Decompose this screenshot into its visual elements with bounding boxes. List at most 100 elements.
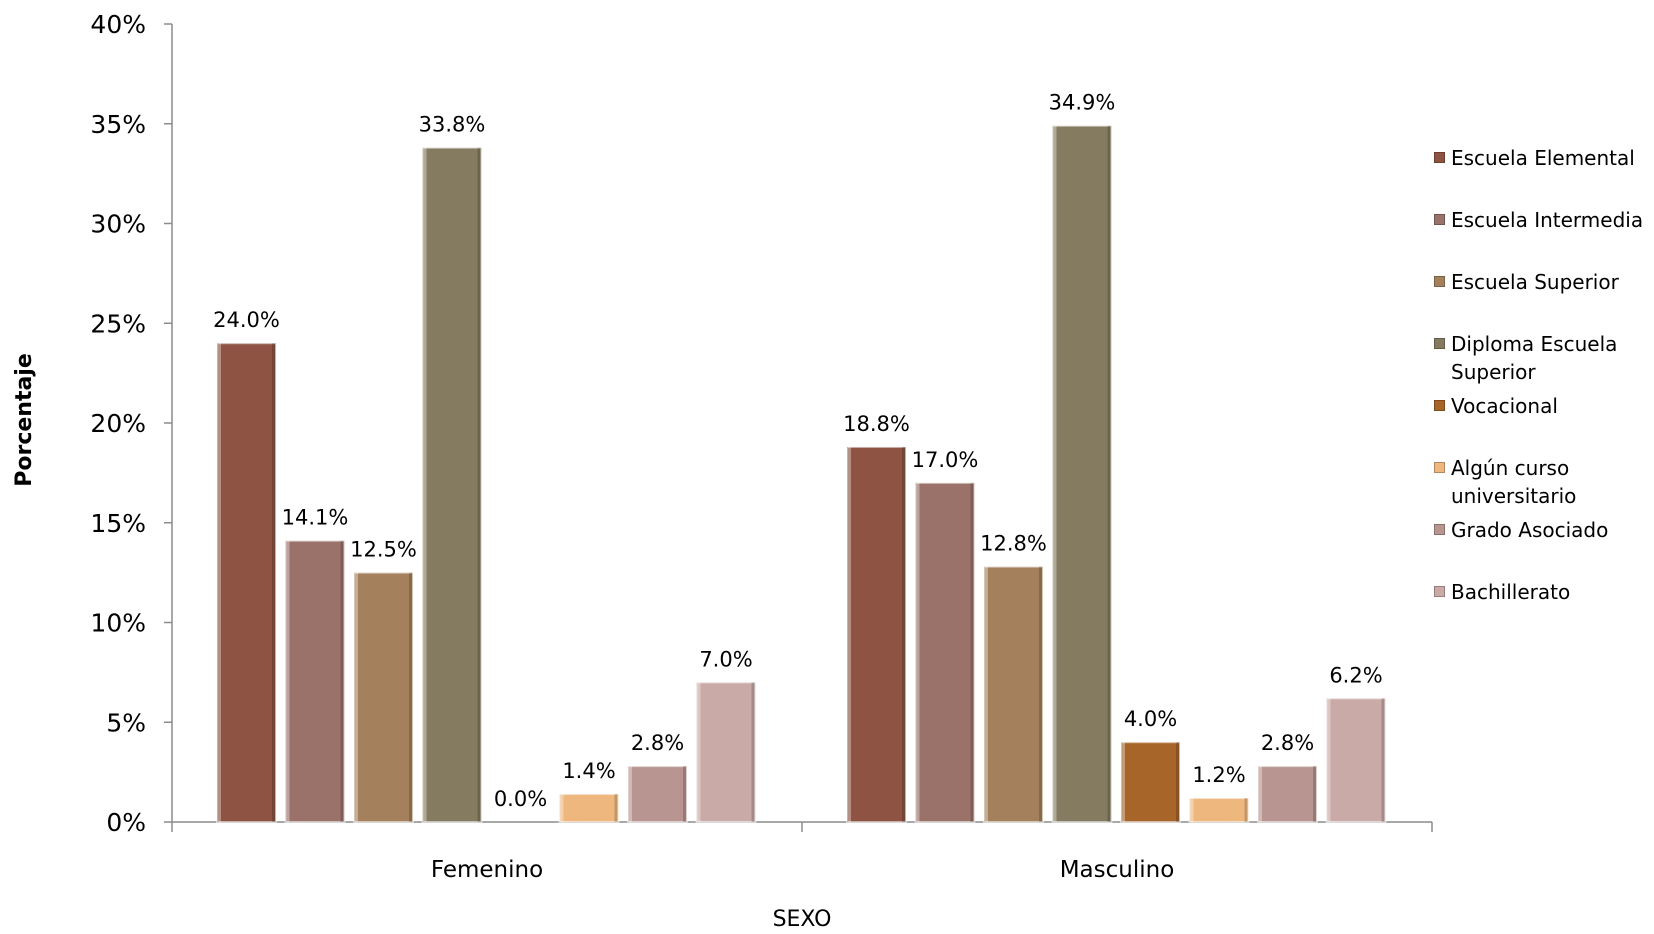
legend-label: Escuela Intermedia bbox=[1451, 208, 1644, 232]
bar-body bbox=[846, 445, 907, 823]
legend-label: Vocacional bbox=[1451, 394, 1558, 418]
legend-swatch bbox=[1434, 400, 1445, 411]
bar-shade bbox=[1244, 798, 1248, 822]
bar-highlight bbox=[697, 682, 701, 822]
data-label: 0.0% bbox=[494, 787, 547, 811]
x-category-label: Femenino bbox=[431, 857, 543, 883]
data-label: 14.1% bbox=[282, 506, 349, 530]
y-tick-label: 30% bbox=[90, 210, 146, 239]
bar-body bbox=[421, 146, 483, 823]
y-axis-title: Porcentaje bbox=[12, 353, 37, 487]
x-axis-title: SEXO bbox=[773, 907, 832, 932]
bar-body bbox=[1325, 697, 1387, 823]
bar bbox=[983, 565, 1044, 824]
legend-swatch bbox=[1434, 462, 1445, 473]
bar-highlight bbox=[1053, 125, 1057, 823]
legend-swatch bbox=[1434, 276, 1445, 287]
bar-shade bbox=[409, 572, 412, 822]
legend-label: Algún curso universitario bbox=[1451, 456, 1577, 508]
bar-body bbox=[284, 539, 346, 824]
y-tick-label: 10% bbox=[90, 609, 146, 638]
bar bbox=[353, 571, 414, 823]
x-category-label: Masculino bbox=[1060, 857, 1175, 883]
data-label: 18.8% bbox=[843, 412, 910, 436]
bars bbox=[216, 124, 1387, 824]
bar-highlight bbox=[1122, 742, 1125, 822]
bar-shade bbox=[1039, 566, 1042, 822]
legend-label: Grado Asociado bbox=[1451, 518, 1609, 542]
bar-shade bbox=[1381, 698, 1385, 822]
data-label: 2.8% bbox=[631, 731, 684, 755]
bar-highlight bbox=[286, 540, 290, 822]
bar-highlight bbox=[1259, 766, 1262, 822]
bar-highlight bbox=[560, 794, 564, 822]
legend-item: Bachillerato bbox=[1434, 578, 1651, 606]
bar bbox=[558, 793, 620, 824]
legend-label: Escuela Superior bbox=[1451, 270, 1619, 294]
legend-label: Diploma Escuela Superior bbox=[1451, 332, 1618, 384]
legend-item: Diploma Escuela Superior bbox=[1434, 330, 1651, 386]
bar-shade bbox=[272, 343, 275, 822]
legend-swatch bbox=[1434, 214, 1445, 225]
y-tick-label: 15% bbox=[90, 509, 146, 538]
bar-highlight bbox=[423, 147, 427, 822]
bar-body bbox=[353, 571, 414, 823]
bar-shade bbox=[340, 540, 344, 822]
legend-swatch bbox=[1434, 338, 1445, 349]
legend-item: Escuela Superior bbox=[1434, 268, 1651, 296]
legend-swatch bbox=[1434, 586, 1445, 597]
bar bbox=[1051, 124, 1113, 824]
bar-body bbox=[1257, 765, 1318, 824]
legend-item: Escuela Intermedia bbox=[1434, 206, 1651, 234]
bar-shade bbox=[1107, 125, 1111, 823]
bar bbox=[627, 765, 688, 824]
data-label: 24.0% bbox=[213, 308, 280, 332]
bar-shade bbox=[751, 682, 755, 822]
bar-body bbox=[558, 793, 620, 824]
legend-item: Grado Asociado bbox=[1434, 516, 1651, 544]
data-label: 12.5% bbox=[350, 538, 417, 562]
bar bbox=[1257, 765, 1318, 824]
bar-body bbox=[695, 681, 757, 823]
data-label: 12.8% bbox=[980, 532, 1047, 556]
bar-shade bbox=[1313, 766, 1316, 822]
data-label: 34.9% bbox=[1049, 91, 1116, 115]
data-label: 4.0% bbox=[1124, 707, 1177, 731]
bar-highlight bbox=[629, 766, 632, 822]
bar-highlight bbox=[1327, 698, 1331, 822]
bar-highlight bbox=[1190, 798, 1194, 822]
axes: 0% 5% 10% 15% 20% 25% 30% 35% 40% Femenino Masculi… bbox=[90, 10, 1433, 883]
data-label: 6.2% bbox=[1329, 663, 1382, 687]
data-label: 17.0% bbox=[912, 448, 979, 472]
bar-body bbox=[983, 565, 1044, 824]
bar bbox=[1188, 797, 1250, 823]
bar bbox=[1325, 697, 1387, 823]
y-tick-label: 35% bbox=[90, 110, 146, 139]
legend-item: Algún curso universitario bbox=[1434, 454, 1651, 510]
legend-item: Vocacional bbox=[1434, 392, 1651, 420]
bar bbox=[216, 342, 277, 823]
data-label: 2.8% bbox=[1261, 731, 1314, 755]
bar bbox=[1120, 741, 1181, 824]
bar-shade bbox=[1176, 742, 1179, 822]
bar bbox=[284, 539, 346, 824]
bar-shade bbox=[970, 482, 974, 822]
y-tick-label: 40% bbox=[90, 10, 146, 39]
bar-highlight bbox=[985, 566, 988, 822]
legend-label: Escuela Elemental bbox=[1451, 146, 1635, 170]
legend-swatch bbox=[1434, 152, 1445, 163]
y-tick-label: 5% bbox=[106, 708, 146, 737]
bar bbox=[914, 481, 976, 823]
bar-shade bbox=[477, 147, 481, 822]
bar-body bbox=[1120, 741, 1181, 824]
y-tick-label: 0% bbox=[106, 808, 146, 837]
bar-shade bbox=[614, 794, 618, 822]
bar-highlight bbox=[848, 446, 851, 822]
bar-highlight bbox=[218, 343, 221, 822]
bar-highlight bbox=[355, 572, 358, 822]
data-label: 1.4% bbox=[562, 759, 615, 783]
y-tick-label: 20% bbox=[90, 409, 146, 438]
bar bbox=[421, 146, 483, 823]
bar-shade bbox=[902, 446, 905, 822]
